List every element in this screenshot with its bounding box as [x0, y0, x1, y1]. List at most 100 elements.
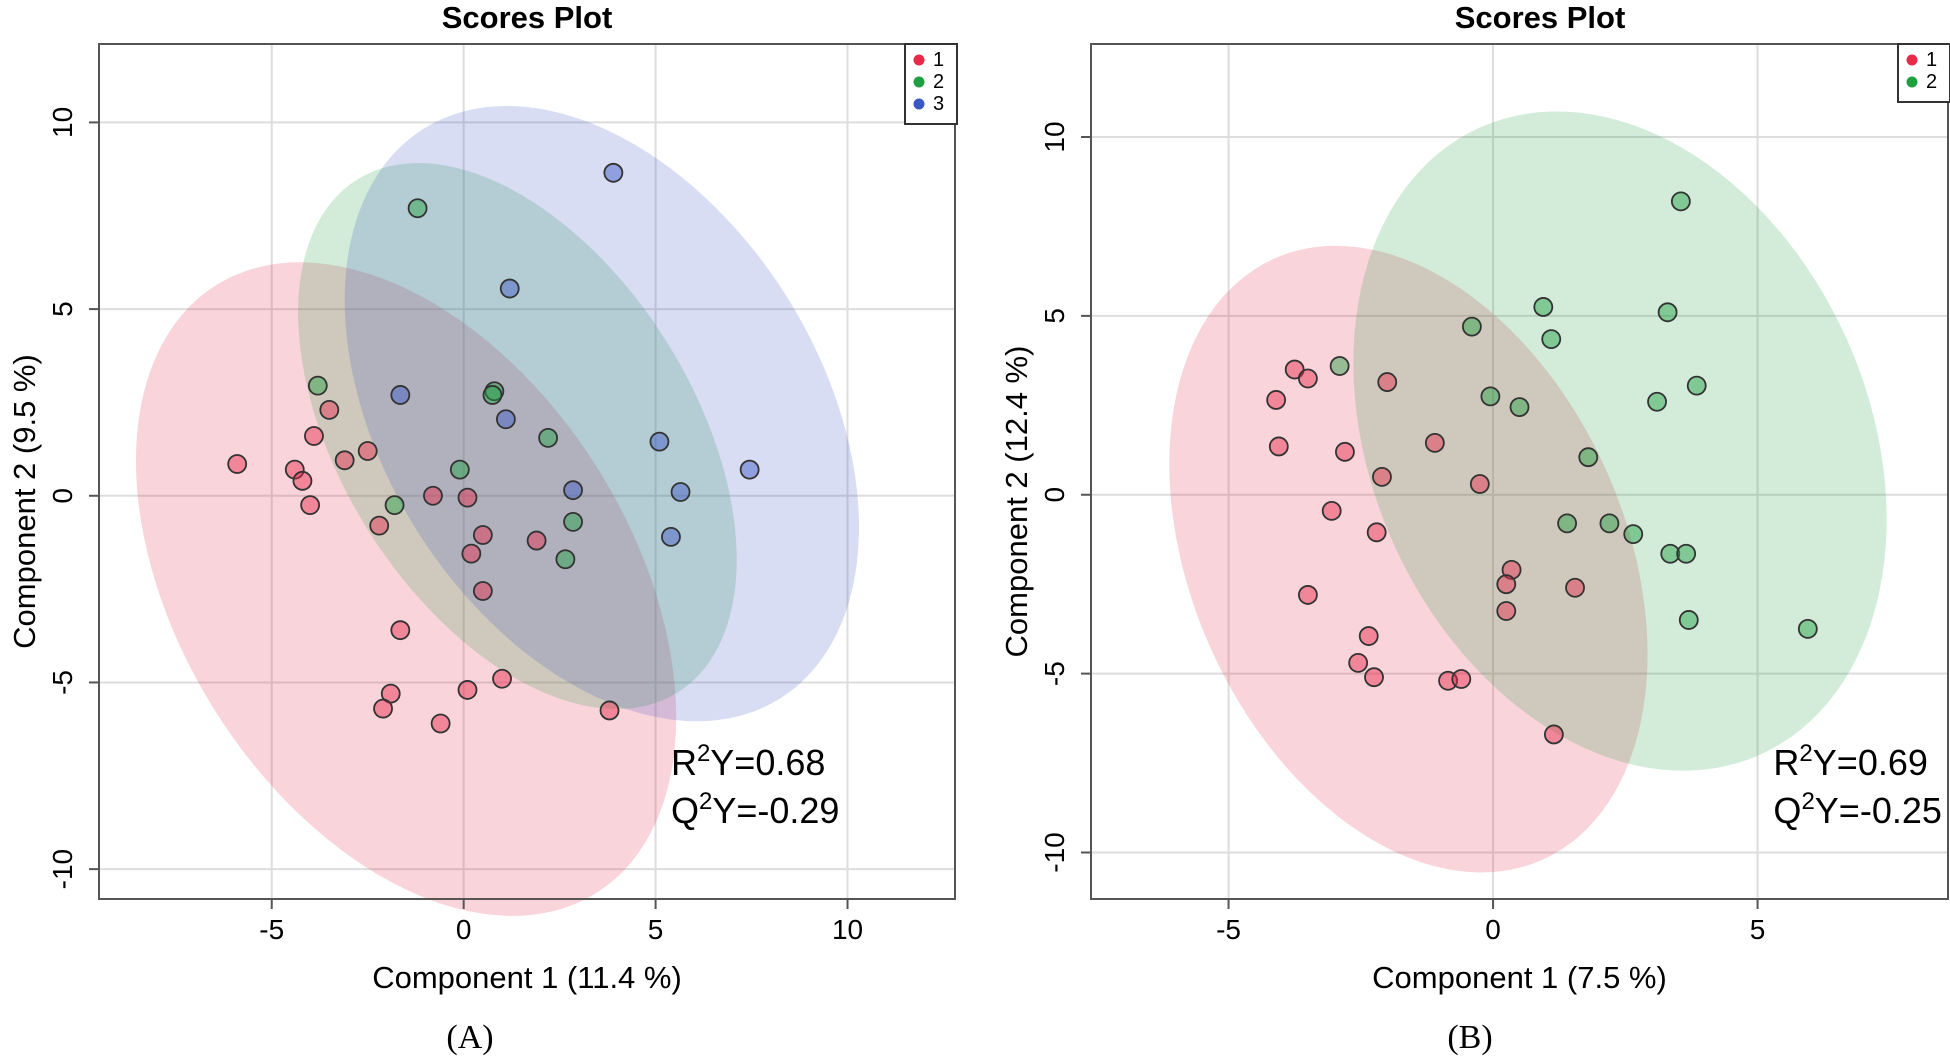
data-point-group-1 — [1366, 522, 1387, 543]
r2y-annotation: R2Y=0.68 — [671, 740, 825, 783]
chart-panel-b: Scores Plot -5 0 5 -10 -5 0 5 10 Component 1 (7.5… — [999, 0, 1950, 1056]
y-tick-label: 0 — [1039, 487, 1070, 503]
data-point-group-3 — [603, 162, 624, 183]
y-tick-label: 10 — [1039, 121, 1070, 152]
data-point-group-2 — [1797, 619, 1818, 639]
y-tick-label: -10 — [47, 849, 78, 889]
data-point-group-1 — [227, 454, 248, 474]
data-point-group-3 — [670, 482, 691, 502]
data-point-group-1 — [1321, 500, 1342, 521]
data-point-group-2 — [1533, 297, 1554, 317]
data-point-group-1 — [472, 581, 493, 601]
data-point-group-1 — [423, 485, 443, 506]
data-point-group-2 — [1599, 513, 1620, 534]
x-tick-label: -5 — [1216, 914, 1241, 945]
data-point-group-2 — [482, 385, 503, 405]
confidence-ellipse-group-2 — [298, 163, 737, 710]
panel-caption: (A) — [446, 1019, 493, 1056]
data-point-group-3 — [649, 431, 670, 452]
data-point-group-1 — [300, 495, 321, 516]
data-point-group-1 — [292, 470, 313, 491]
y-tick-label: -5 — [1039, 661, 1070, 686]
x-axis-label: Component 1 (7.5 %) — [1372, 960, 1667, 995]
data-point-group-1 — [1372, 466, 1392, 487]
plot-area — [1091, 44, 1948, 899]
q2y-annotation: Q2Y=-0.29 — [671, 788, 839, 831]
data-point-group-2 — [307, 375, 328, 396]
data-point-group-2 — [1329, 356, 1350, 376]
x-tick-label: 0 — [456, 914, 472, 945]
data-point-group-1 — [526, 530, 547, 551]
data-point-group-1 — [1424, 432, 1445, 453]
legend-label-2: 2 — [1926, 71, 1937, 93]
data-point-group-1 — [1348, 652, 1369, 673]
data-point-group-1 — [1335, 441, 1355, 462]
data-point-group-1 — [1451, 669, 1472, 689]
data-point-group-2 — [1480, 386, 1501, 407]
data-point-group-1 — [472, 525, 493, 545]
r2y-value: 0.68 — [755, 742, 825, 783]
data-point-group-2 — [1660, 543, 1681, 564]
chart-title: Scores Plot — [1455, 0, 1626, 35]
data-point-group-3 — [563, 480, 583, 501]
data-point-group-1 — [492, 668, 512, 689]
data-point-group-2 — [407, 198, 428, 219]
x-tick-label: 0 — [1485, 914, 1501, 945]
confidence-ellipse-group-3 — [344, 105, 860, 722]
x-axis-label: Component 1 (11.4 %) — [372, 960, 682, 995]
data-point-group-1 — [457, 487, 478, 508]
legend-label-1: 1 — [1926, 49, 1937, 71]
data-point-group-1 — [457, 680, 478, 700]
data-point-group-1 — [357, 441, 378, 461]
y-tick-label: 0 — [47, 488, 78, 504]
data-point-group-2 — [1676, 543, 1697, 564]
data-point-group-3 — [495, 409, 516, 430]
confidence-ellipse-group-2 — [1353, 111, 1887, 771]
data-point-group-1 — [430, 713, 451, 734]
data-point-group-1 — [1377, 372, 1398, 392]
plot-frame — [1090, 43, 1949, 900]
legend-label-1: 1 — [933, 49, 944, 71]
data-point-group-2 — [1678, 610, 1699, 630]
data-point-group-3 — [390, 385, 411, 405]
data-point-group-2 — [449, 459, 470, 480]
data-point-group-1 — [319, 399, 340, 420]
plot-frame — [98, 43, 956, 900]
data-point-group-1 — [1469, 474, 1490, 494]
data-point-group-1 — [1297, 585, 1318, 605]
data-point-group-1 — [1565, 577, 1585, 598]
data-point-group-2 — [384, 495, 405, 516]
data-point-group-2 — [1541, 329, 1562, 350]
data-point-group-1 — [1364, 667, 1384, 688]
data-point-group-1 — [1266, 390, 1287, 410]
q2y-annotation: Q2Y=-0.25 — [1773, 788, 1941, 831]
data-point-group-2 — [1647, 391, 1667, 412]
chart-title: Scores Plot — [442, 0, 613, 35]
legend-box — [1897, 43, 1950, 103]
x-tick-label: -5 — [259, 914, 284, 945]
panel-caption: (B) — [1447, 1019, 1492, 1056]
y-axis-label: Component 2 (9.5 %) — [7, 354, 42, 649]
y-tick-label: -10 — [1039, 832, 1070, 872]
y-tick-label: 5 — [1039, 308, 1070, 324]
data-point-group-1 — [284, 459, 305, 480]
legend-marker-1 — [913, 54, 925, 66]
data-point-group-1 — [1496, 601, 1517, 621]
data-point-group-3 — [661, 526, 681, 547]
data-point-group-2 — [1578, 447, 1599, 468]
data-point-group-3 — [499, 278, 520, 299]
data-point-group-1 — [1358, 626, 1379, 646]
data-point-group-1 — [1268, 436, 1289, 457]
data-point-group-2 — [1686, 375, 1707, 396]
q2y-value: -0.25 — [1860, 790, 1942, 831]
y-tick-label: 10 — [47, 107, 78, 138]
legend-marker-1 — [1906, 54, 1918, 66]
data-point-group-2 — [1557, 513, 1578, 534]
data-point-group-1 — [304, 426, 324, 446]
data-point-group-1 — [461, 543, 482, 564]
q2y-value: -0.29 — [757, 790, 839, 831]
x-tick-label: 10 — [832, 914, 863, 945]
r2y-value: 0.69 — [1858, 742, 1928, 783]
chart-panel-a: Scores Plot -5 0 5 10 -10 -5 0 5 10 Component 1 (1… — [7, 0, 958, 1056]
